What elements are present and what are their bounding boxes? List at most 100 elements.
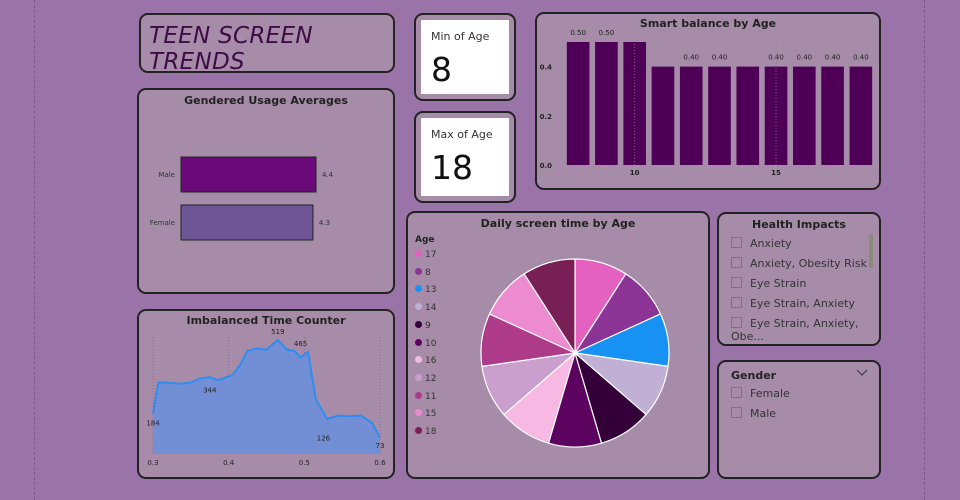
legend-item[interactable]: 13 [415, 285, 436, 295]
time-counter-card[interactable]: Imbalanced Time Counter 0.3 0.4 0.5 0.6 184 3… [137, 309, 395, 479]
gender-slicer[interactable]: Gender Female Male [717, 360, 881, 479]
point-data-label: 126 [317, 434, 331, 442]
slicer-item[interactable]: Eye Strain [731, 277, 806, 290]
smart-balance-title: Smart balance by Age [639, 17, 777, 30]
kpi-min-age-card[interactable]: Min of Age 8 [414, 13, 516, 101]
slicer-item[interactable]: Eye Strain, Anxiety, Obe... [731, 317, 879, 343]
y-tick-label: 0.0 [540, 162, 553, 170]
canvas-edge-right [924, 0, 925, 500]
pie-chart [480, 258, 670, 448]
x-tick-label: 0.4 [223, 459, 235, 467]
kpi-max-age-inner: Max of Age 18 [421, 118, 509, 196]
smart-balance-card[interactable]: Smart balance by Age 0.0 0.2 0.4 0.50 0.50 0.… [535, 12, 881, 190]
slicer-item-label: Anxiety [750, 237, 792, 250]
y-tick-label: 0.2 [540, 113, 553, 121]
legend-swatch [415, 267, 422, 275]
canvas-edge-left [34, 0, 35, 500]
bar [764, 66, 788, 165]
legend-label: 16 [425, 356, 437, 367]
legend-item[interactable]: 15 [415, 409, 436, 419]
category-label: Male [158, 171, 175, 179]
checkbox[interactable] [731, 257, 742, 268]
slicer-item[interactable]: Female [731, 387, 790, 400]
legend-label: 18 [425, 427, 437, 437]
category-label: Female [150, 219, 175, 227]
kpi-max-age-label: Max of Age [431, 128, 493, 141]
bar-data-label: 0.40 [797, 54, 813, 62]
legend-swatch [415, 250, 422, 257]
slicer-item[interactable]: Male [731, 407, 776, 420]
gender-slicer-title: Gender [731, 369, 777, 382]
bar [566, 42, 590, 165]
point-data-label: 465 [294, 340, 307, 348]
screen-time-pie-card[interactable]: Daily screen time by Age Age 17 8 13 14 9 10 1… [406, 211, 710, 479]
checkbox[interactable] [731, 407, 742, 418]
legend-item[interactable]: 12 [415, 373, 436, 384]
slicer-item[interactable]: Anxiety [731, 237, 792, 250]
legend-label: 11 [425, 391, 437, 402]
point-data-label: 344 [203, 386, 217, 394]
title-card: TEEN SCREEN TRENDS [139, 13, 395, 75]
slicer-item[interactable]: Eye Strain, Anxiety [731, 297, 855, 310]
page-title: TEEN SCREEN TRENDS [149, 23, 313, 75]
legend-swatch [415, 356, 422, 364]
bar [623, 42, 646, 165]
slicer-item-label: Eye Strain, Anxiety [750, 297, 855, 310]
checkbox[interactable] [731, 237, 742, 248]
bar-data-label: 0.40 [683, 54, 699, 62]
bar [651, 66, 675, 165]
legend-label: 10 [425, 338, 437, 349]
slicer-item[interactable]: Anxiety, Obesity Risk [731, 257, 867, 270]
point-data-label: 73 [376, 442, 385, 450]
smart-balance-chart: 0.0 0.2 0.4 0.50 0.50 0.40 0.40 0.40 0.40 0.40 0.4… [540, 29, 873, 177]
legend-item[interactable]: 10 [415, 338, 437, 349]
pie-legend-title: Age [415, 235, 435, 245]
chevron-down-icon[interactable] [856, 369, 868, 377]
legend-item[interactable]: 14 [415, 303, 436, 313]
x-tick-label: 0.5 [299, 459, 310, 467]
bar [595, 42, 618, 165]
time-counter-title: Imbalanced Time Counter [186, 314, 346, 327]
area-fill [153, 340, 380, 454]
x-tick-label: 10 [630, 169, 640, 177]
kpi-min-age-value: 8 [431, 50, 452, 89]
point-data-label: 519 [271, 328, 284, 336]
bar [793, 66, 816, 165]
bar [736, 66, 760, 165]
legend-swatch [415, 409, 422, 417]
checkbox[interactable] [731, 317, 742, 328]
legend-swatch [415, 391, 422, 399]
bar-data-label: 4.4 [322, 171, 334, 179]
legend-item[interactable]: 9 [415, 320, 431, 331]
legend-item[interactable]: 8 [415, 267, 431, 278]
pie-title: Daily screen time by Age [480, 217, 636, 230]
health-slicer-title: Health Impacts [752, 218, 846, 231]
legend-item[interactable]: 18 [415, 427, 436, 437]
slicer-item-label: Male [750, 407, 777, 420]
x-tick-label: 0.6 [374, 459, 386, 467]
checkbox[interactable] [731, 387, 742, 398]
x-tick-label: 15 [771, 169, 781, 177]
checkbox[interactable] [731, 277, 742, 288]
legend-swatch [415, 320, 422, 328]
legend-item[interactable]: 17 [415, 250, 436, 260]
legend-label: 9 [425, 320, 431, 331]
legend-swatch [415, 285, 422, 293]
slicer-item-label: Eye Strain, Anxiety, Obe... [731, 317, 859, 343]
bar-data-label: 0.40 [825, 54, 841, 62]
health-slicer-scrollbar[interactable] [869, 234, 873, 268]
health-impacts-slicer[interactable]: Health Impacts Anxiety Anxiety, Obesity R… [717, 212, 881, 346]
checkbox[interactable] [731, 297, 742, 308]
legend-item[interactable]: 16 [415, 356, 436, 366]
bar [708, 66, 731, 165]
bar [849, 66, 873, 165]
kpi-max-age-value: 18 [431, 148, 473, 187]
bar-data-label: 0.50 [570, 29, 586, 37]
kpi-max-age-card[interactable]: Max of Age 18 [414, 111, 516, 203]
legend-swatch [415, 373, 422, 381]
legend-label: 14 [425, 303, 437, 314]
slicer-item-label: Eye Strain [750, 277, 807, 290]
gender-usage-card[interactable]: Gendered Usage Averages Male 4.4 Female 4.3 [137, 88, 395, 294]
legend-item[interactable]: 11 [415, 391, 437, 402]
slicer-item-label: Anxiety, Obesity Risk [750, 257, 867, 270]
